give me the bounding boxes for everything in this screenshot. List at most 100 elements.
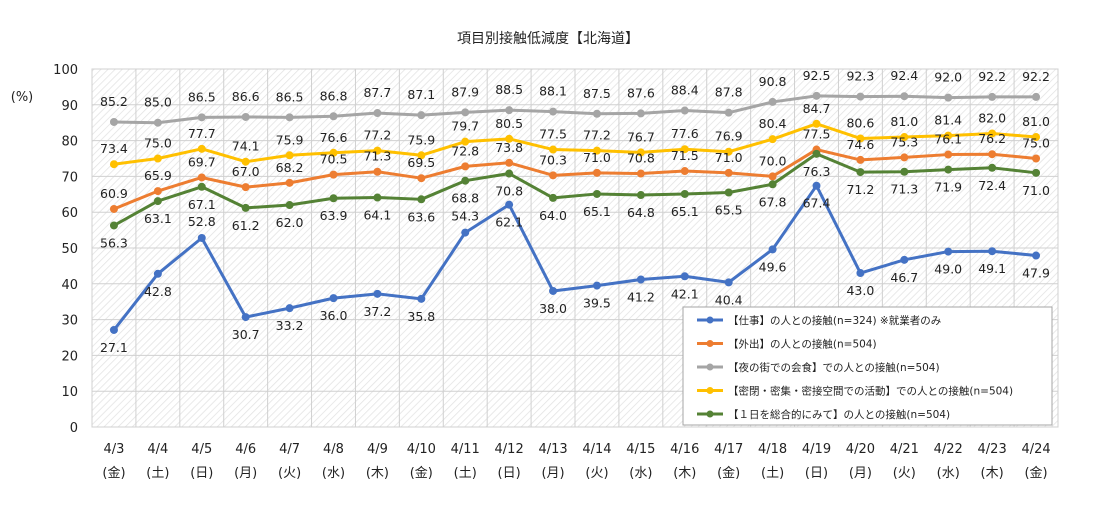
data-label: 39.5 [583, 296, 611, 311]
data-point [724, 147, 733, 156]
data-point [812, 149, 821, 158]
data-label: 70.8 [495, 184, 523, 199]
data-point [549, 171, 558, 180]
data-point [812, 91, 821, 100]
data-point [636, 109, 645, 118]
data-label: 76.6 [320, 130, 348, 145]
data-label: 85.0 [144, 95, 172, 110]
x-tick-weekday: (水) [937, 466, 960, 481]
data-point [988, 92, 997, 101]
data-point [197, 173, 206, 182]
data-label: 42.1 [671, 286, 699, 301]
data-point [680, 272, 689, 281]
data-label: 63.9 [320, 208, 348, 223]
data-label: 62.0 [276, 215, 304, 230]
data-label: 87.1 [407, 87, 435, 102]
data-point [461, 176, 470, 185]
data-label: 54.3 [451, 209, 479, 224]
data-point [285, 113, 294, 122]
data-label: 80.6 [846, 115, 874, 130]
data-label: 79.7 [451, 119, 479, 134]
data-label: 49.1 [978, 261, 1006, 276]
x-tick-label: 4/10 [407, 442, 436, 457]
x-tick-label: 4/23 [978, 442, 1007, 457]
data-point [1032, 251, 1041, 260]
legend-label: 【密閉・密集・密接空間での活動】での人との接触(n=504) [728, 385, 1013, 398]
data-point [241, 183, 250, 192]
data-label: 76.2 [978, 131, 1006, 146]
data-point [988, 150, 997, 159]
data-label: 52.8 [188, 214, 216, 229]
data-label: 85.2 [100, 94, 128, 109]
data-label: 42.8 [144, 284, 172, 299]
legend-label: 【仕事】の人との接触(n=324) ※就業者のみ [728, 314, 941, 327]
data-point [329, 194, 338, 203]
data-point [153, 118, 162, 127]
data-point [592, 146, 601, 155]
data-label: 71.3 [890, 182, 918, 197]
data-point [1032, 168, 1041, 177]
data-label: 70.3 [539, 152, 567, 167]
data-point [241, 112, 250, 121]
data-point [856, 269, 865, 278]
data-label: 88.1 [539, 84, 567, 99]
data-label: 65.9 [144, 168, 172, 183]
data-label: 36.0 [320, 308, 348, 323]
data-point [988, 247, 997, 256]
data-point [768, 172, 777, 181]
x-tick-weekday: (日) [805, 466, 828, 481]
data-label: 67.1 [188, 197, 216, 212]
data-label: 73.4 [100, 141, 128, 156]
data-label: 47.9 [1022, 266, 1050, 281]
data-label: 86.5 [276, 89, 304, 104]
x-tick-weekday: (土) [146, 466, 169, 481]
x-tick-label: 4/3 [103, 442, 124, 457]
data-label: 65.1 [583, 204, 611, 219]
data-label: 64.1 [363, 208, 391, 223]
data-point [592, 281, 601, 290]
data-point [636, 169, 645, 178]
data-point [1032, 133, 1041, 142]
x-tick-label: 4/21 [890, 442, 919, 457]
data-point [153, 269, 162, 278]
data-label: 73.8 [495, 140, 523, 155]
data-point [373, 167, 382, 176]
data-point [768, 180, 777, 189]
data-label: 77.2 [363, 128, 391, 143]
legend-marker [706, 363, 714, 371]
x-tick-weekday: (日) [190, 466, 213, 481]
chart-title: 項目別接触低減度【北海道】 [457, 30, 639, 47]
data-label: 90.8 [759, 74, 787, 89]
data-point [812, 119, 821, 128]
data-label: 46.7 [890, 270, 918, 285]
data-point [636, 148, 645, 157]
data-label: 56.3 [100, 235, 128, 250]
data-point [856, 134, 865, 143]
data-point [505, 134, 514, 143]
data-point [505, 158, 514, 167]
data-label: 70.0 [759, 153, 787, 168]
x-tick-label: 4/9 [367, 442, 388, 457]
data-label: 64.0 [539, 208, 567, 223]
x-tick-weekday: (水) [322, 466, 345, 481]
x-tick-weekday: (土) [761, 466, 784, 481]
data-point [285, 151, 294, 160]
data-label: 77.7 [188, 126, 216, 141]
x-tick-weekday: (火) [585, 466, 608, 481]
x-tick-label: 4/5 [191, 442, 212, 457]
data-point [109, 325, 118, 334]
data-label: 77.5 [539, 127, 567, 142]
y-tick-label: 100 [53, 63, 78, 78]
x-tick-weekday: (金) [1024, 465, 1047, 481]
x-tick-label: 4/14 [582, 442, 611, 457]
data-label: 84.7 [803, 101, 831, 116]
data-point [812, 181, 821, 190]
data-point [636, 191, 645, 200]
data-label: 71.0 [715, 150, 743, 165]
data-label: 35.8 [407, 309, 435, 324]
data-label: 68.2 [276, 160, 304, 175]
x-tick-label: 4/6 [235, 442, 256, 457]
data-point [329, 170, 338, 179]
data-point [329, 294, 338, 303]
